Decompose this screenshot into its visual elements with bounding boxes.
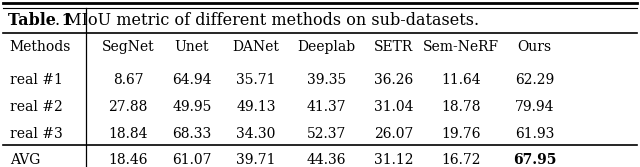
Text: 49.95: 49.95	[172, 100, 212, 114]
Text: 35.71: 35.71	[236, 73, 276, 87]
Text: Methods: Methods	[10, 40, 71, 54]
Text: AVG: AVG	[10, 153, 40, 167]
Text: 26.07: 26.07	[374, 127, 413, 141]
Text: 19.76: 19.76	[441, 127, 481, 141]
Text: real #2: real #2	[10, 100, 62, 114]
Text: 18.84: 18.84	[108, 127, 148, 141]
Text: 27.88: 27.88	[108, 100, 148, 114]
Text: . MIoU metric of different methods on sub-datasets.: . MIoU metric of different methods on su…	[55, 12, 479, 29]
Text: real #3: real #3	[10, 127, 62, 141]
Text: 18.46: 18.46	[108, 153, 148, 167]
Text: 31.12: 31.12	[374, 153, 413, 167]
Text: 61.07: 61.07	[172, 153, 212, 167]
Text: 31.04: 31.04	[374, 100, 413, 114]
Text: 49.13: 49.13	[236, 100, 276, 114]
Text: SegNet: SegNet	[102, 40, 154, 54]
Text: 34.30: 34.30	[236, 127, 276, 141]
Text: 44.36: 44.36	[307, 153, 346, 167]
Text: Deeplab: Deeplab	[298, 40, 355, 54]
Text: Table 1: Table 1	[8, 12, 73, 29]
Text: 8.67: 8.67	[113, 73, 143, 87]
Text: 68.33: 68.33	[172, 127, 212, 141]
Text: DANet: DANet	[232, 40, 280, 54]
Text: Ours: Ours	[517, 40, 552, 54]
Text: 64.94: 64.94	[172, 73, 212, 87]
Text: 67.95: 67.95	[513, 153, 556, 167]
Text: 79.94: 79.94	[515, 100, 554, 114]
Text: 36.26: 36.26	[374, 73, 413, 87]
Text: Sem-NeRF: Sem-NeRF	[423, 40, 499, 54]
Text: real #1: real #1	[10, 73, 63, 87]
Text: Unet: Unet	[175, 40, 209, 54]
Text: 39.35: 39.35	[307, 73, 346, 87]
Text: 18.78: 18.78	[441, 100, 481, 114]
Text: 11.64: 11.64	[441, 73, 481, 87]
Text: 39.71: 39.71	[236, 153, 276, 167]
Text: 61.93: 61.93	[515, 127, 554, 141]
Text: SETR: SETR	[374, 40, 413, 54]
Text: 16.72: 16.72	[441, 153, 481, 167]
Text: 62.29: 62.29	[515, 73, 554, 87]
Text: 41.37: 41.37	[307, 100, 346, 114]
Text: 52.37: 52.37	[307, 127, 346, 141]
